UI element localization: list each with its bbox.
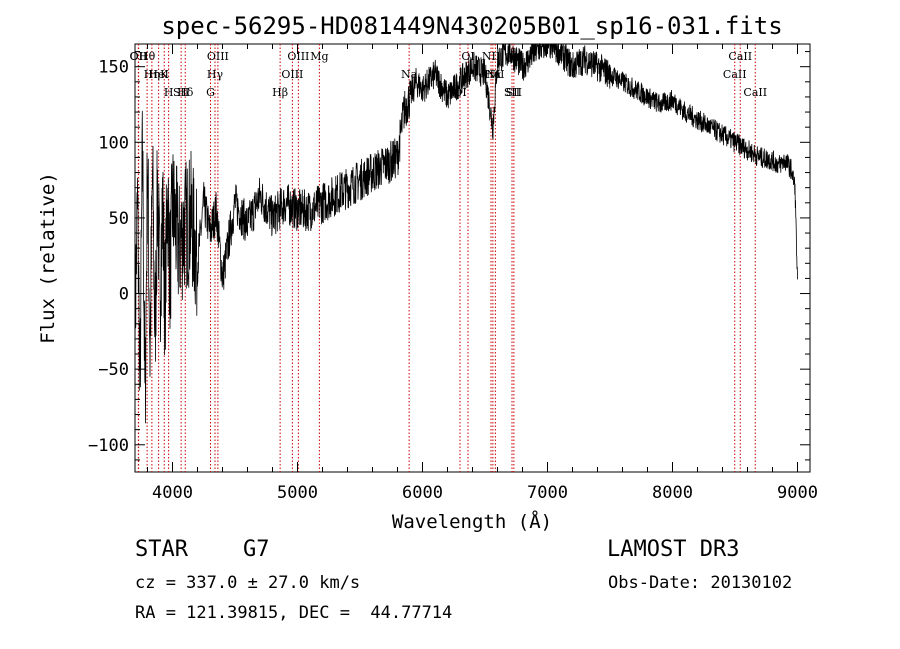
x-tick-label: 9000: [777, 483, 818, 503]
plot-frame: [134, 43, 811, 473]
spectral-line-label: OI: [453, 86, 466, 99]
spectral-line-label: Hγ: [207, 68, 224, 81]
spectral-line-label: Hδ: [177, 86, 194, 99]
x-tick-label: 5000: [277, 483, 318, 503]
spectral-line-label: NII: [482, 50, 500, 63]
y-tick-label: 50: [109, 209, 129, 229]
spectral-line-label: G: [206, 86, 215, 99]
spectral-line-label: Na: [401, 68, 418, 81]
x-axis-label: Wavelength (Å): [392, 510, 552, 533]
subclass: G7: [243, 537, 270, 562]
spectral-line-label: SII: [173, 86, 189, 99]
y-tick-label: −50: [98, 360, 129, 380]
y-tick-label: 150: [98, 58, 129, 78]
spectral-line-label: OI: [461, 50, 474, 63]
spectral-line-label: Mg: [310, 50, 328, 63]
spectral-line-label: OII: [130, 50, 148, 63]
spectral-line-label: CaII: [723, 68, 747, 81]
object-class: STAR: [135, 537, 188, 562]
spectral-line-label: OII: [130, 50, 148, 63]
y-tick-label: 100: [98, 133, 129, 153]
y-tick-label: −100: [88, 436, 129, 456]
spectral-line-label: SII: [506, 86, 522, 99]
chart-title: spec-56295-HD081449N430205B01_sp16-031.f…: [161, 12, 782, 40]
spectral-line-label: Hη: [144, 68, 160, 81]
x-tick-label: 4000: [152, 483, 193, 503]
spectral-line-label: Hθ: [139, 50, 156, 63]
spectral-line-label: Hα: [484, 68, 502, 81]
redshift-info: cz = 337.0 ± 27.0 km/s: [135, 573, 361, 593]
survey-name: LAMOST DR3: [607, 537, 740, 562]
spectral-line-label: HeI: [148, 68, 168, 81]
spectral-line-label: OIII: [287, 50, 309, 63]
y-axis-label: Flux (relative): [37, 172, 59, 344]
x-tick-label: 6000: [402, 483, 443, 503]
spectral-line-label: OIII: [281, 68, 303, 81]
flux-series-line: [134, 42, 798, 424]
spectral-line-label: Hβ: [272, 86, 288, 99]
spectral-line-label: CaII: [743, 86, 767, 99]
coordinates: RA = 121.39815, DEC = 44.77714: [135, 603, 453, 623]
spectral-line-label: SII: [504, 86, 520, 99]
spectral-line-label: H: [164, 86, 174, 99]
spectral-line-label: OIII: [207, 50, 229, 63]
spectral-line-label: K: [160, 68, 169, 81]
spectral-line-label: CaII: [728, 50, 752, 63]
obs-date: Obs-Date: 20130102: [608, 573, 793, 593]
y-tick-label: 0: [119, 285, 129, 305]
x-tick-label: 8000: [652, 483, 693, 503]
spectral-line-label: NII: [486, 68, 504, 81]
x-tick-label: 7000: [527, 483, 568, 503]
